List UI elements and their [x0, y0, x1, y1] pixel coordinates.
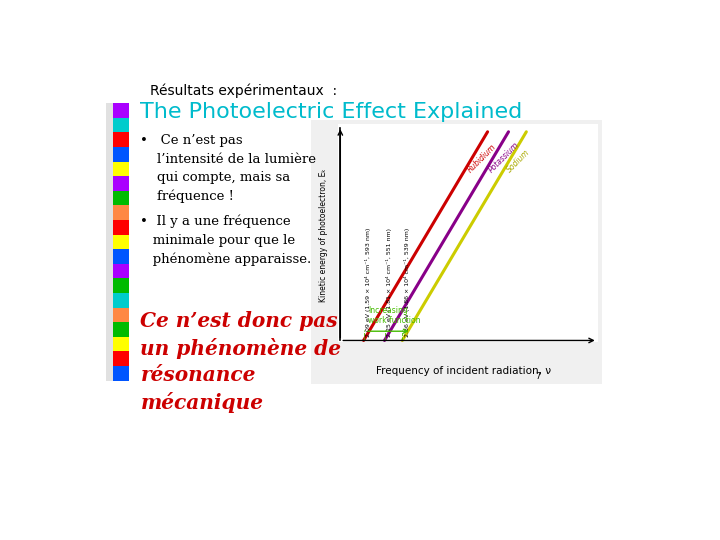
Bar [113, 322, 129, 337]
Bar [113, 366, 129, 381]
Bar [113, 279, 129, 293]
Text: 2.09 eV (1.59 × 10⁴ cm⁻¹, 593 nm): 2.09 eV (1.59 × 10⁴ cm⁻¹, 593 nm) [365, 227, 371, 336]
Text: 2.36 eV (1.86 × 10⁴ cm⁻¹, 539 nm): 2.36 eV (1.86 × 10⁴ cm⁻¹, 539 nm) [404, 227, 410, 336]
Bar [113, 352, 129, 366]
Bar [338, 124, 598, 342]
Bar [113, 264, 129, 279]
Text: Potassium: Potassium [487, 140, 521, 174]
Bar [113, 191, 129, 205]
Bar [113, 249, 129, 264]
Bar [113, 118, 129, 132]
Text: Increasing
work function: Increasing work function [368, 306, 420, 325]
Bar [113, 337, 129, 352]
Bar [113, 293, 129, 308]
Bar [113, 103, 129, 118]
Text: Rubidium: Rubidium [467, 142, 498, 174]
Bar [113, 234, 129, 249]
Text: Frequency of incident radiation, ν: Frequency of incident radiation, ν [377, 366, 552, 376]
Text: Résultats expérimentaux  :: Résultats expérimentaux : [150, 83, 338, 98]
Bar [113, 176, 129, 191]
Bar [113, 205, 129, 220]
Bar [113, 161, 129, 176]
Bar [113, 308, 129, 322]
Bar [113, 147, 129, 161]
Text: Ce n’est donc pas
un phénomène de
résonance
mécanique: Ce n’est donc pas un phénomène de résona… [140, 311, 341, 413]
Text: Kinetic energy of photoelectron, Eₖ: Kinetic energy of photoelectron, Eₖ [319, 168, 328, 302]
Text: 7: 7 [535, 372, 540, 381]
Bar [113, 132, 129, 147]
Text: •   Ce n’est pas
    l’intensité de la lumière
    qui compte, mais sa
    fréqu: • Ce n’est pas l’intensité de la lumière… [140, 134, 316, 204]
Text: Sodium: Sodium [505, 147, 532, 174]
Text: 2.25 eV (1.81 × 10⁴ cm⁻¹, 551 nm): 2.25 eV (1.81 × 10⁴ cm⁻¹, 551 nm) [386, 228, 392, 336]
Text: The Photoelectric Effect Explained: The Photoelectric Effect Explained [140, 102, 523, 122]
Bar [311, 120, 601, 384]
Bar [113, 220, 129, 234]
Bar [106, 103, 113, 381]
Text: •  Il y a une fréquence
   minimale pour que le
   phénomène apparaisse.: • Il y a une fréquence minimale pour que… [140, 215, 312, 266]
